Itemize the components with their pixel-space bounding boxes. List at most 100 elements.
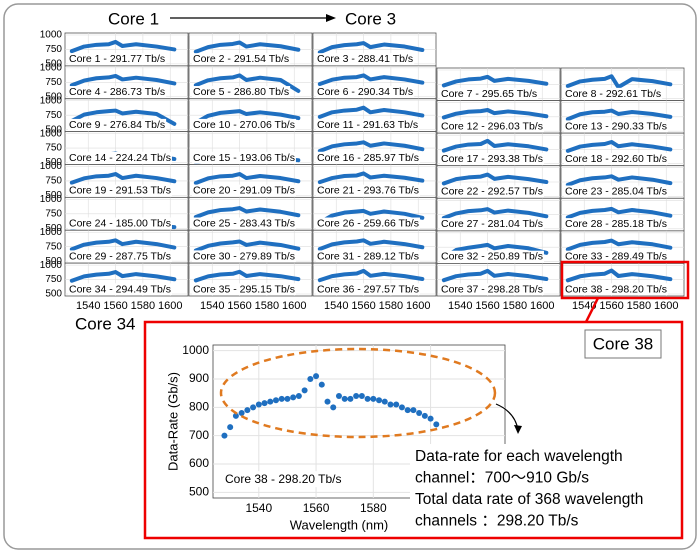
data-line	[317, 73, 425, 87]
data-point	[370, 395, 377, 402]
data-line	[565, 108, 673, 122]
label-background	[68, 151, 172, 164]
y-tick-label: 1000	[40, 194, 63, 205]
panel-label: Core 6 - 290.34 Tb/s	[317, 86, 413, 98]
x-tick-label: 1540	[572, 300, 596, 312]
data-line	[193, 172, 301, 185]
data-point	[232, 412, 239, 419]
inset-chart: 50060070080090010001540156015801600Wavel…	[165, 343, 675, 532]
x-tick-label: 1600	[530, 300, 554, 312]
data-point	[318, 381, 325, 388]
data-line	[69, 73, 177, 88]
x-tick-label: 1580	[503, 300, 527, 312]
data-point	[227, 424, 234, 431]
data-line	[441, 74, 549, 88]
label-background	[192, 250, 296, 263]
x-tick-label: 1560	[303, 501, 330, 515]
panel-label: Core 23 - 285.04 Tb/s	[565, 186, 667, 198]
y-tick-label: 800	[189, 400, 209, 414]
panel-label: Core 5 - 286.80 Tb/s	[193, 86, 289, 98]
panel-label: Core 10 - 270.06 Tb/s	[193, 119, 295, 131]
panel-label: Core 19 - 291.53 Tb/s	[69, 185, 171, 197]
panel-label: Core 33 - 289.49 Tb/s	[565, 251, 667, 263]
x-tick-label: 1540	[245, 501, 272, 515]
data-line	[193, 73, 301, 93]
data-point	[335, 393, 342, 399]
data-line	[69, 108, 177, 126]
x-axis-label: Wavelength (nm)	[290, 517, 389, 532]
label-background	[316, 118, 420, 131]
panel-label: Core 3 - 288.41 Tb/s	[317, 53, 413, 65]
data-line	[193, 239, 301, 253]
data-point	[398, 404, 405, 411]
x-tick-label: 1560	[599, 300, 623, 312]
data-point	[301, 387, 308, 394]
data-point	[393, 401, 400, 408]
panel-label: Core 16 - 285.97 Tb/s	[317, 152, 419, 164]
y-tick-label: 1000	[40, 95, 63, 106]
x-tick-label: 1580	[360, 501, 387, 515]
x-tick-label: 1580	[255, 300, 279, 312]
data-line	[565, 74, 673, 90]
x-tick-label: 1580	[379, 300, 403, 312]
data-line	[317, 140, 425, 153]
x-tick-label: 1580	[627, 300, 651, 312]
data-point	[416, 410, 423, 416]
y-tick-label: 500	[45, 124, 62, 135]
data-line	[317, 208, 425, 225]
data-line	[193, 109, 301, 125]
label-background	[68, 53, 167, 66]
panel-label: Core 32 - 250.89 Tb/s	[441, 251, 543, 263]
label-background	[440, 152, 544, 165]
data-line	[317, 238, 425, 251]
y-tick-label: 750	[45, 274, 62, 285]
label-background	[316, 250, 420, 263]
y-tick-label: 1000	[40, 128, 63, 139]
data-line	[565, 268, 673, 283]
x-tick-label: 1540	[324, 300, 348, 312]
data-point	[278, 395, 285, 402]
y-tick-label: 1000	[40, 63, 63, 74]
label-background	[564, 185, 668, 198]
data-point	[433, 421, 440, 428]
y-tick-label: 750	[45, 143, 62, 154]
data-point	[255, 401, 262, 408]
data-point	[353, 393, 360, 399]
label-background	[440, 120, 544, 133]
label-background	[192, 151, 296, 164]
data-line	[441, 172, 549, 186]
data-line	[441, 268, 549, 283]
panel-label: Core 26 - 259.66 Tb/s	[317, 218, 419, 230]
panel-label: Core 8 - 292.61 Tb/s	[565, 88, 661, 100]
data-line	[69, 172, 177, 185]
core-38-tag	[584, 329, 662, 359]
data-point	[290, 394, 297, 401]
y-tick-label: 1000	[40, 227, 63, 238]
x-tick-label: 1540	[200, 300, 224, 312]
arrow-head	[326, 14, 336, 22]
label-background	[440, 283, 544, 296]
data-point	[272, 397, 279, 404]
y-tick-label: 500	[45, 223, 62, 234]
label-background	[68, 86, 167, 99]
connector	[584, 297, 600, 323]
data-point	[421, 412, 428, 419]
data-point	[347, 395, 354, 402]
data-line	[69, 39, 177, 54]
panel-label: Core 28 - 285.18 Tb/s	[565, 218, 667, 230]
panel-label: Core 31 - 289.12 Tb/s	[317, 250, 419, 262]
panel-label: Core 37 - 298.28 Tb/s	[441, 283, 543, 295]
label-background	[68, 118, 167, 131]
label-background	[192, 217, 296, 230]
y-tick-label: 750	[45, 208, 62, 219]
panel-label: Core 4 - 286.73 Tb/s	[69, 86, 165, 98]
panel-label: Core 1 - 291.77 Tb/s	[69, 53, 165, 65]
data-line	[441, 138, 549, 153]
x-tick-label: 1580	[131, 300, 155, 312]
y-tick-label: 500	[45, 59, 62, 70]
data-point	[330, 404, 337, 411]
data-point	[404, 407, 411, 414]
panel-label: Core 27 - 281.04 Tb/s	[441, 218, 543, 230]
y-axis-label: Data-Rate (Gb/s)	[165, 372, 180, 471]
